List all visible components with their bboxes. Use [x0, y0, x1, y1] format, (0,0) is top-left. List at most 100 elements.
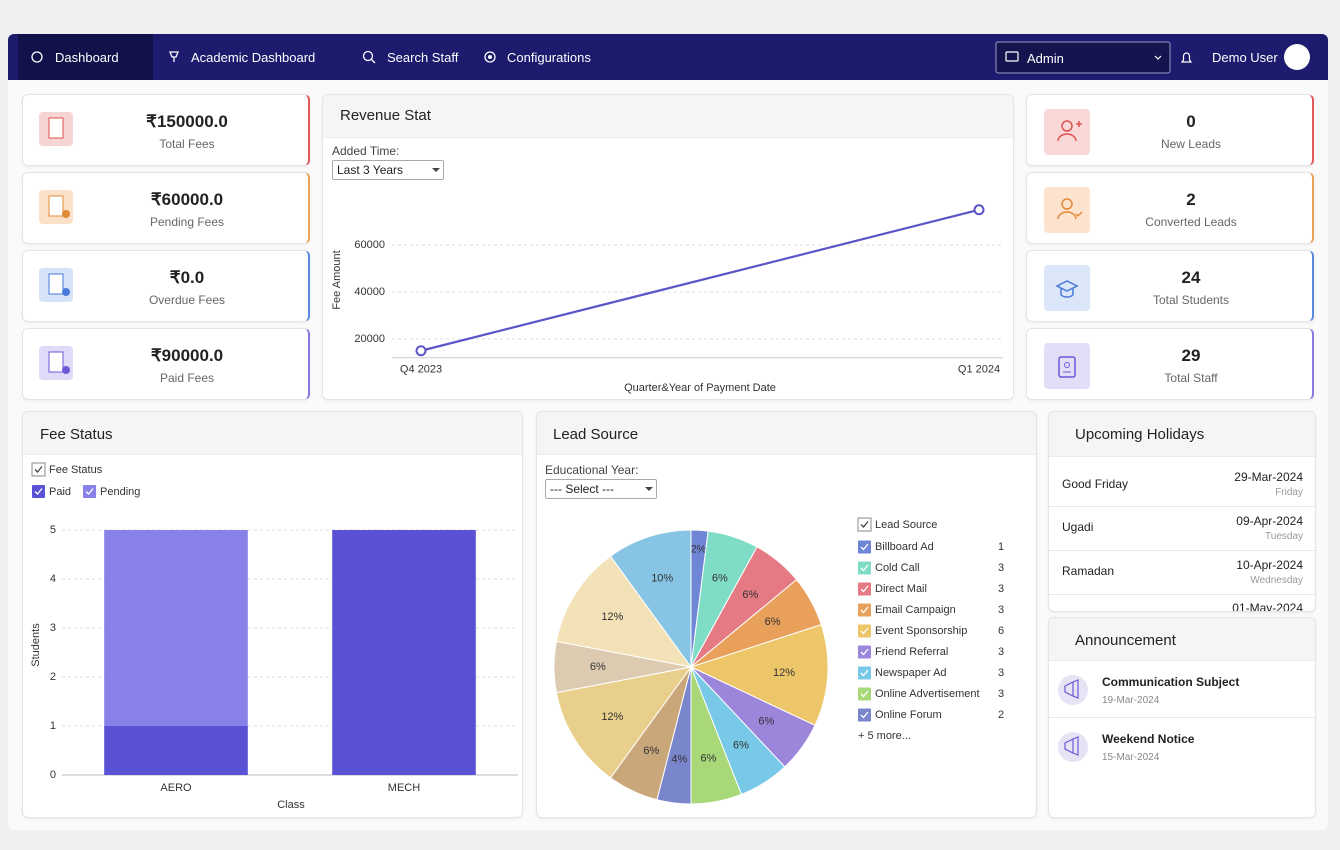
legend-count: 1	[998, 541, 1004, 553]
lead-icons	[1055, 120, 1083, 378]
point	[415, 345, 427, 357]
slice-label: 10%	[651, 572, 673, 584]
panel-header	[1049, 618, 1315, 661]
row-divider	[1049, 717, 1315, 718]
card-icon	[1044, 187, 1090, 233]
revenue-panel	[322, 94, 1014, 400]
y-tick-label: 60000	[354, 239, 385, 251]
legend-swatch	[32, 485, 45, 498]
card-value: ₹150000.0	[146, 112, 228, 131]
y-axis-label: Students	[30, 623, 42, 667]
y-tick-label: 20000	[354, 333, 385, 345]
holiday-date: 29-Mar-2024	[1234, 470, 1303, 484]
x-tick-label: AERO	[160, 782, 192, 794]
legend-label: Event Sponsorship	[875, 625, 967, 637]
check	[860, 521, 869, 528]
nav-item[interactable]: Configurations	[507, 50, 591, 65]
row-divider	[1049, 506, 1315, 507]
holiday-day: Friday	[1275, 487, 1303, 498]
slice-label: 6%	[701, 752, 717, 764]
slice-label: 6%	[590, 661, 606, 673]
user-name[interactable]: Demo User	[1212, 50, 1278, 65]
check	[860, 648, 869, 656]
panel-title: Announcement	[1075, 632, 1176, 649]
card-label: Converted Leads	[1145, 215, 1237, 229]
row-divider	[1049, 594, 1315, 595]
row-divider	[1049, 550, 1315, 551]
slice-label: 2%	[690, 543, 706, 555]
card-label: Total Fees	[159, 137, 215, 151]
x-tick-label: Q1 2024	[958, 364, 1000, 376]
card-label: New Leads	[1160, 137, 1222, 151]
slice-label: 12%	[773, 667, 795, 679]
slice-label: 12%	[601, 711, 623, 723]
filter-select[interactable]: --- Select ---	[545, 479, 657, 499]
filter-label: Educational Year:	[545, 463, 639, 477]
legend-swatch	[858, 540, 871, 554]
y-tick-label: 0	[50, 769, 56, 781]
legend-label: Pending	[100, 486, 140, 498]
check	[34, 466, 43, 473]
panel-header	[1049, 412, 1315, 457]
legend-label: Newspaper Ad	[875, 667, 947, 679]
legend-label: Paid	[49, 486, 71, 498]
legend-swatch	[858, 603, 871, 617]
panel-title: Revenue Stat	[340, 107, 431, 124]
nav-item[interactable]: Academic Dashboard	[191, 50, 316, 65]
y-tick-label: 40000	[354, 286, 385, 298]
y-tick-label: 5	[50, 524, 56, 536]
card-label: Overdue Fees	[148, 293, 226, 307]
filter-value: Last 3 Years	[337, 163, 404, 177]
panel-header	[323, 95, 1013, 138]
holidays-panel: Upcoming Holidays Good Friday 29-Mar-202…	[1048, 411, 1316, 612]
nav-item[interactable]: Search Staff	[387, 50, 459, 65]
filter-value: --- Select ---	[550, 482, 614, 496]
legend-swatch	[858, 666, 871, 680]
legend-title: Fee Status	[49, 464, 103, 476]
legend-box	[31, 462, 46, 477]
card-value: ₹90000.0	[150, 346, 224, 365]
panel-title: Upcoming Holidays	[1075, 426, 1205, 443]
check	[860, 690, 869, 698]
nav-item[interactable]: Dashboard	[55, 50, 119, 65]
panel-header	[537, 412, 1036, 455]
role-select[interactable]: Admin	[1027, 51, 1064, 66]
filter-label: Added Time:	[332, 144, 400, 158]
y-tick-label: 1	[50, 720, 56, 732]
check	[860, 564, 869, 572]
filter-select[interactable]: Last 3 Years	[332, 160, 444, 180]
announce-date: 19-Mar-2024	[1102, 695, 1160, 706]
announcement-panel: Announcement Communication Subject 19-Ma…	[1048, 617, 1316, 818]
card-value: 29	[1181, 346, 1201, 365]
check	[860, 543, 869, 551]
check	[860, 627, 869, 635]
pie-slice	[609, 529, 692, 669]
legend-count: 3	[998, 583, 1004, 595]
legend-label: Online Forum	[875, 709, 942, 721]
announce-subject[interactable]: Communication Subject	[1102, 675, 1240, 689]
legend-title: Lead Source	[875, 519, 937, 531]
legend-swatch	[858, 561, 871, 575]
slice-label: 6%	[742, 589, 758, 601]
legend-more: + 5 more...	[858, 730, 911, 742]
card-value: 2	[1186, 190, 1196, 209]
nav-active	[18, 34, 153, 80]
check	[860, 606, 869, 614]
legend-count: 3	[998, 646, 1004, 658]
card-value: 0	[1186, 112, 1196, 131]
legend-count: 3	[998, 562, 1004, 574]
legend-swatch	[858, 582, 871, 596]
announce-subject[interactable]: Weekend Notice	[1102, 732, 1195, 746]
slice-label: 6%	[765, 616, 781, 628]
line	[420, 208, 980, 352]
holiday-day: Tuesday	[1265, 531, 1303, 542]
slice-label: 6%	[758, 716, 774, 728]
panel-title: Fee Status	[40, 426, 113, 443]
x-tick-label: Q4 2023	[400, 364, 442, 376]
card-label: Total Students	[1152, 293, 1230, 307]
legend-count: 2	[998, 709, 1004, 721]
card-value: 24	[1181, 268, 1201, 287]
nav-icons	[31, 41, 1310, 74]
y-tick-label: 3	[50, 622, 56, 634]
